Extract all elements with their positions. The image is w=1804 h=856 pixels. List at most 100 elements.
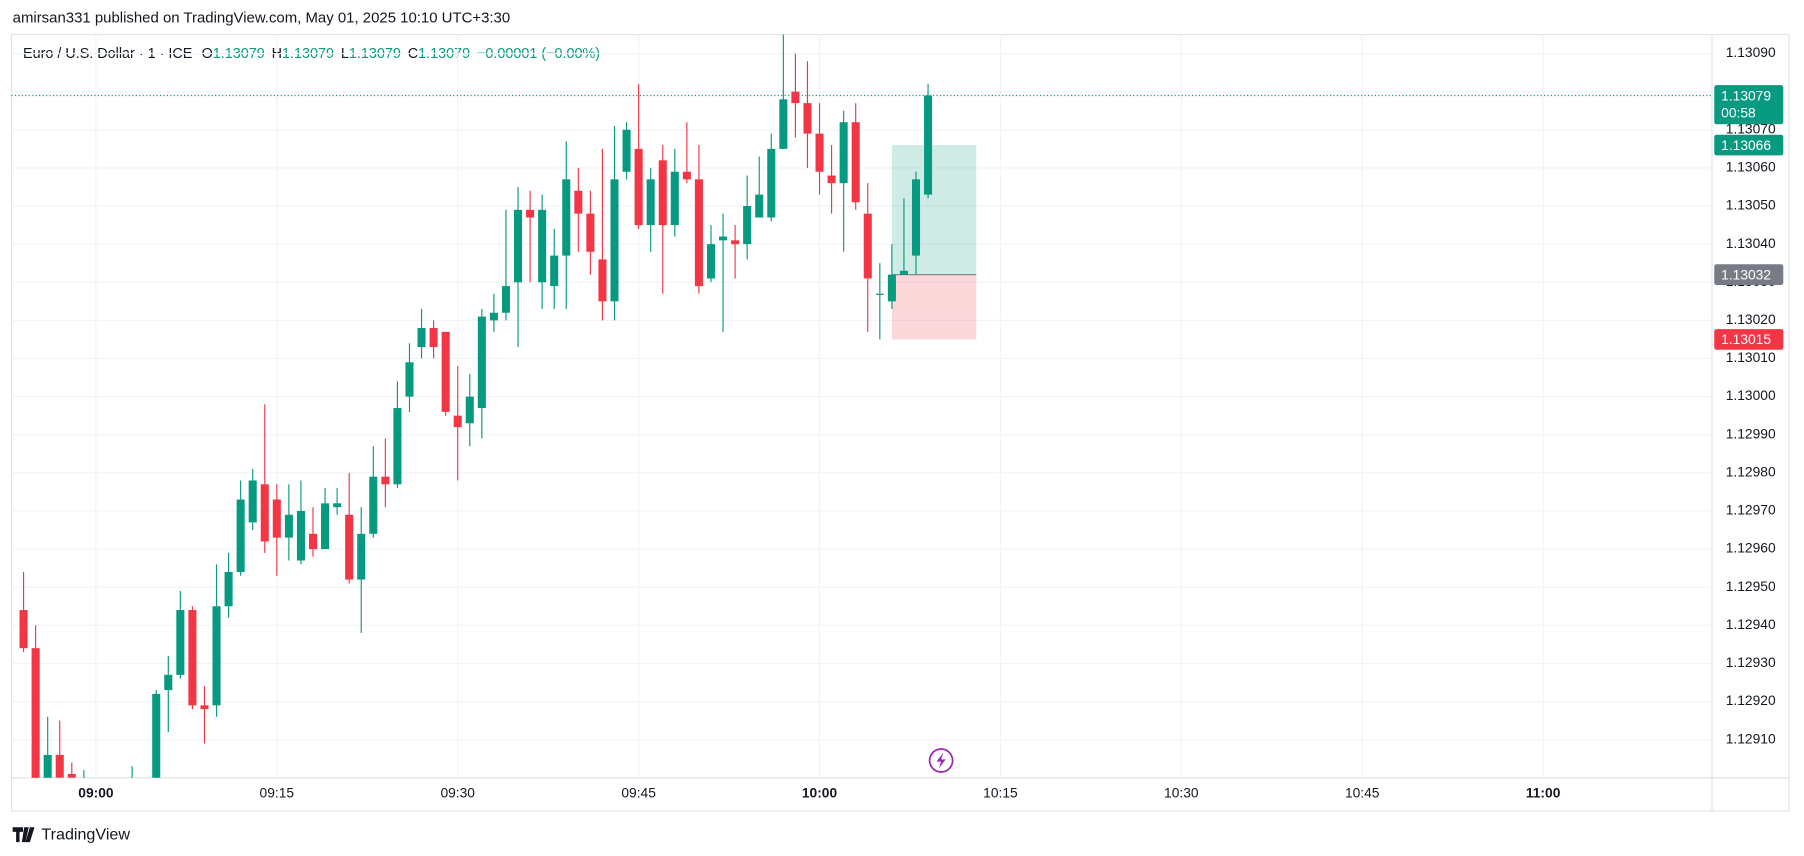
countdown-label: 00:58 (1721, 106, 1756, 121)
candle-body (357, 533, 366, 580)
candle-body (272, 499, 281, 538)
candle-body (43, 754, 52, 778)
candle-body (224, 571, 233, 607)
y-tick-label: 1.12960 (1726, 541, 1776, 556)
x-tick-label: 09:30 (440, 786, 475, 801)
candle-body (284, 514, 293, 538)
y-tick-label: 1.13090 (1726, 45, 1776, 60)
x-tick-label: 10:00 (802, 786, 838, 801)
candle-body (827, 175, 836, 184)
y-tick-label: 1.12980 (1726, 464, 1776, 479)
candle-body (489, 312, 498, 321)
candle-body (815, 133, 824, 172)
price-tag-label: 1.13066 (1721, 138, 1771, 153)
y-tick-label: 1.13060 (1726, 160, 1776, 175)
candle-body (296, 510, 305, 561)
candle-body (248, 480, 257, 523)
y-tick-label: 1.12940 (1726, 617, 1776, 632)
candle-body (465, 396, 474, 424)
candle-body (477, 316, 486, 409)
y-tick-label: 1.13040 (1726, 236, 1776, 251)
candle-body (610, 179, 619, 302)
y-tick-label: 1.13000 (1726, 388, 1776, 403)
candle-body (140, 789, 148, 793)
candle-body (417, 328, 426, 348)
alert-icon (928, 748, 954, 773)
candle-body (393, 408, 402, 485)
candle-body (755, 194, 764, 218)
candle-body (67, 773, 76, 778)
candle-body (670, 171, 679, 226)
candle-body (128, 789, 136, 797)
candle-body (598, 259, 607, 302)
candle-body (55, 754, 64, 778)
candle-body (851, 122, 860, 203)
candle-body (887, 274, 896, 302)
profit-zone (891, 145, 977, 275)
candle-body (562, 179, 571, 256)
last-price-label: 1.13079 (1721, 88, 1771, 103)
candle-body (321, 503, 330, 550)
candle-body (164, 674, 173, 691)
candle-body (550, 255, 559, 287)
candle-body (694, 179, 703, 287)
price-tag (1714, 134, 1784, 156)
candle-body (369, 476, 378, 534)
candle-body (803, 103, 812, 134)
candle-body (719, 236, 728, 241)
x-tick-label: 09:45 (621, 786, 656, 801)
brand-logo (12, 827, 35, 843)
candle-body (924, 95, 933, 195)
plot-area (11, 34, 1712, 797)
candle-body (31, 648, 40, 778)
chart-frame (10, 33, 1790, 812)
candle-body (899, 270, 908, 275)
candle-body (839, 122, 848, 184)
candle-body (176, 610, 185, 675)
candle-body (791, 91, 800, 104)
candle-body (188, 610, 197, 706)
candle-body (911, 179, 921, 256)
price-tag (1714, 329, 1784, 350)
candle-body (200, 705, 209, 710)
candle-body (405, 362, 414, 397)
y-tick-label: 1.12950 (1726, 579, 1776, 594)
x-tick-label: 10:15 (983, 786, 1018, 801)
candle-body (453, 415, 462, 428)
candle-body (441, 331, 450, 412)
candle-body (538, 209, 547, 283)
candle-body (646, 179, 655, 226)
candle-body (345, 514, 354, 580)
x-tick-label: 09:15 (260, 786, 295, 801)
y-tick-label: 1.13070 (1726, 121, 1776, 136)
candle-body (586, 213, 595, 252)
candle-body (308, 533, 318, 550)
candle-body (622, 129, 631, 172)
candle-body (634, 148, 643, 226)
last-price-tag (1714, 85, 1784, 125)
candle-body (116, 793, 124, 797)
loss-zone (891, 274, 977, 340)
candle-body (212, 606, 221, 706)
source-caption: amirsan331 published on TradingView.com,… (13, 9, 511, 26)
candle-body (779, 99, 788, 149)
price-tag (1714, 264, 1784, 286)
candle-body (513, 209, 523, 283)
y-tick-label: 1.13020 (1726, 312, 1776, 327)
candle-body (429, 328, 438, 348)
x-tick-label: 10:45 (1345, 786, 1380, 801)
price-tag-label: 1.13015 (1721, 332, 1771, 347)
candle-body (236, 499, 245, 572)
candle-body (152, 693, 161, 778)
x-tick-label: 09:00 (78, 786, 114, 801)
candle-body (743, 206, 752, 245)
y-tick-label: 1.12910 (1726, 731, 1776, 746)
candle-body (501, 286, 510, 313)
x-tick-label: 10:30 (1164, 786, 1199, 801)
candle-body (731, 240, 740, 245)
y-tick-label: 1.12990 (1726, 426, 1776, 441)
candle-body (381, 476, 390, 485)
candle-body (767, 148, 776, 218)
candle-body (526, 209, 535, 218)
